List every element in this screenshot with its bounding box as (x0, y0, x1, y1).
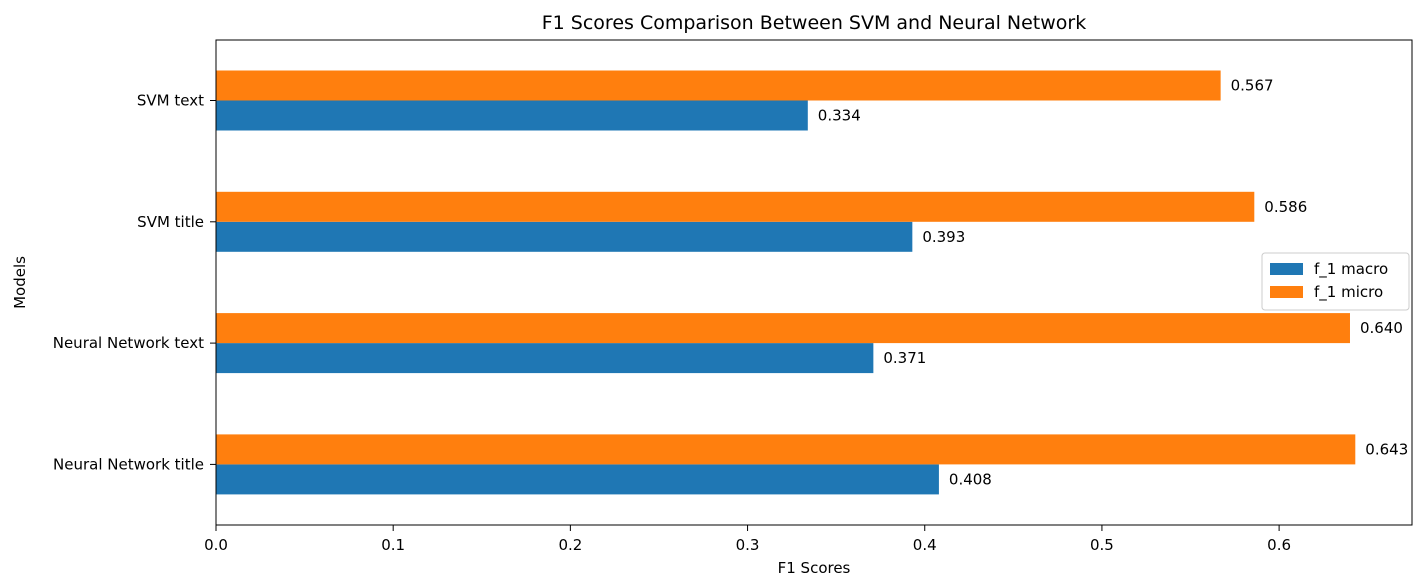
x-tick-label-1: 0.1 (381, 536, 405, 554)
x-tick-label-5: 0.5 (1090, 536, 1114, 554)
data-label-macro-0: 0.334 (818, 107, 861, 125)
x-axis-label: F1 Scores (778, 559, 851, 577)
data-label-micro-0: 0.567 (1231, 77, 1274, 95)
data-label-macro-3: 0.408 (949, 470, 992, 488)
data-label-micro-1: 0.586 (1264, 198, 1307, 216)
y-tick-label-3: Neural Network title (53, 455, 204, 473)
chart-title: F1 Scores Comparison Between SVM and Neu… (542, 12, 1087, 34)
bars-layer (216, 70, 1356, 495)
x-tick-label-3: 0.3 (736, 536, 760, 554)
x-tick-label-2: 0.2 (558, 536, 582, 554)
legend-label-1: f_1 micro (1314, 283, 1383, 302)
bar-macro-2 (216, 343, 874, 374)
legend: f_1 macro f_1 micro (1261, 252, 1410, 311)
bar-micro-3 (216, 434, 1356, 465)
legend-label-0: f_1 macro (1314, 260, 1388, 279)
x-tick-label-0: 0.0 (204, 536, 228, 554)
plot-frame (215, 39, 1413, 526)
data-label-micro-3: 0.643 (1365, 440, 1408, 458)
bar-micro-1 (216, 191, 1255, 222)
data-label-macro-1: 0.393 (922, 228, 965, 246)
bar-macro-0 (216, 100, 808, 131)
bar-micro-2 (216, 313, 1350, 344)
y-tick-label-2: Neural Network text (53, 334, 204, 352)
data-label-macro-2: 0.371 (883, 349, 926, 367)
y-axis-label: Models (11, 256, 29, 309)
legend-swatch-0 (1270, 263, 1303, 275)
bar-macro-1 (216, 221, 913, 252)
bar-macro-3 (216, 464, 939, 495)
data-labels-layer: 0.334 0.567 0.393 0.586 0.371 0.640 0.408 0.643 (818, 77, 1408, 489)
x-tick-label-6: 0.6 (1267, 536, 1291, 554)
axes-layer: 0.0 0.1 0.2 0.3 0.4 0.5 0.6 SVM text SVM title Ne… (53, 39, 1413, 554)
x-tick-label-4: 0.4 (913, 536, 937, 554)
bar-micro-0 (216, 70, 1221, 101)
legend-swatch-1 (1270, 286, 1303, 298)
y-tick-label-1: SVM title (137, 213, 204, 231)
data-label-micro-2: 0.640 (1360, 319, 1403, 337)
y-tick-label-0: SVM text (137, 92, 204, 110)
